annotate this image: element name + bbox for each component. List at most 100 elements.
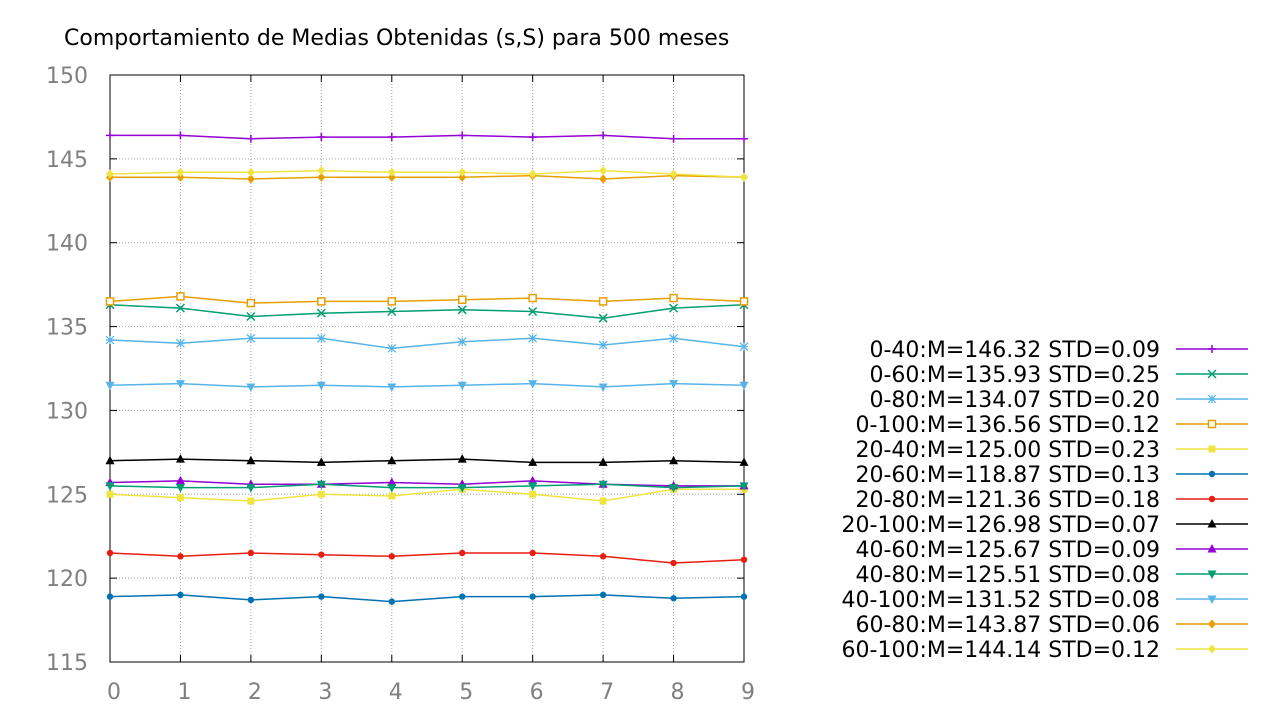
data-point <box>175 484 185 493</box>
x-tick-label: 3 <box>318 680 332 705</box>
data-point <box>457 337 467 347</box>
data-point <box>459 549 466 557</box>
data-point <box>599 166 608 176</box>
series-11 <box>106 171 748 184</box>
data-point <box>1208 445 1216 453</box>
data-point <box>388 598 395 605</box>
series-line <box>110 174 745 180</box>
data-point <box>740 134 748 143</box>
data-point <box>387 383 397 392</box>
data-point <box>598 383 608 392</box>
data-point <box>598 480 608 490</box>
data-point <box>246 484 256 493</box>
data-point <box>528 475 538 485</box>
data-point <box>669 134 678 143</box>
data-point <box>177 591 184 599</box>
data-point <box>316 457 326 466</box>
series-line <box>109 169 745 179</box>
x-tick-label: 2 <box>248 680 262 705</box>
data-point <box>246 383 256 392</box>
data-point <box>1207 394 1217 404</box>
legend-label: 20-100:M=126.98 STD=0.07 <box>842 513 1160 538</box>
data-point <box>458 172 467 182</box>
data-point <box>598 340 608 350</box>
series-0 <box>106 131 748 143</box>
series-7 <box>105 454 749 466</box>
data-point <box>176 131 185 140</box>
series-line <box>109 594 745 603</box>
data-point <box>740 556 748 563</box>
data-point <box>669 293 678 303</box>
data-point <box>246 311 256 322</box>
data-point <box>316 308 326 318</box>
x-axis-ticks: 0 1 2 3 4 5 6 7 8 9 <box>107 680 755 705</box>
data-point <box>740 172 748 182</box>
series-12 <box>106 166 748 182</box>
data-point <box>176 338 185 348</box>
x-tick-label: 7 <box>600 680 614 705</box>
axes <box>109 74 745 663</box>
data-point <box>1208 619 1216 629</box>
series-2 <box>105 333 749 353</box>
data-point <box>317 297 326 306</box>
data-point <box>670 595 677 602</box>
legend-item: 60-80:M=143.87 STD=0.06 <box>856 613 1248 638</box>
data-point <box>106 169 114 179</box>
data-point <box>1208 644 1216 654</box>
data-point <box>176 292 185 301</box>
data-point <box>458 131 467 140</box>
series-1 <box>105 300 749 323</box>
data-point <box>247 549 255 557</box>
legend-label: 20-80:M=121.36 STD=0.18 <box>856 488 1161 513</box>
data-point <box>528 457 538 466</box>
data-point <box>316 480 326 490</box>
data-point <box>318 593 325 600</box>
y-tick-label: 115 <box>46 651 88 676</box>
legend-label: 60-80:M=143.87 STD=0.06 <box>856 613 1161 638</box>
legend-label: 0-80:M=134.07 STD=0.20 <box>870 388 1161 413</box>
data-point <box>176 494 184 502</box>
series-4 <box>106 485 748 505</box>
data-point <box>246 134 255 143</box>
data-point <box>739 342 749 352</box>
data-point <box>528 482 538 491</box>
y-tick-label: 145 <box>46 148 88 173</box>
data-point <box>528 306 538 317</box>
data-point <box>1207 369 1217 379</box>
data-point <box>669 303 679 313</box>
series-line <box>109 483 745 489</box>
data-point <box>459 593 466 600</box>
data-point <box>387 343 397 353</box>
data-point <box>387 477 397 487</box>
legend-item: 20-80:M=121.36 STD=0.18 <box>856 488 1248 513</box>
legend-item: 20-100:M=126.98 STD=0.07 <box>842 513 1248 538</box>
legend-item: 0-40:M=146.32 STD=0.09 <box>870 338 1248 363</box>
series-5 <box>106 591 748 605</box>
series-group <box>105 131 749 605</box>
data-point <box>1207 595 1217 604</box>
data-point <box>105 335 115 345</box>
data-point <box>1208 470 1216 478</box>
legend-item: 20-40:M=125.00 STD=0.23 <box>856 438 1248 463</box>
legend-label: 20-40:M=125.00 STD=0.23 <box>856 438 1161 463</box>
legend-item: 20-60:M=118.87 STD=0.13 <box>856 463 1248 488</box>
y-tick-label: 120 <box>46 567 88 592</box>
series-9 <box>105 480 749 493</box>
data-point <box>1207 419 1217 429</box>
x-tick-label: 8 <box>671 680 685 705</box>
data-point <box>106 549 114 557</box>
data-point <box>175 303 185 313</box>
x-tick-label: 1 <box>177 680 191 705</box>
data-point <box>739 482 749 491</box>
data-point <box>106 131 114 140</box>
data-point <box>458 167 467 177</box>
x-tick-label: 9 <box>741 680 755 705</box>
data-point <box>598 297 608 306</box>
data-point <box>1208 495 1216 503</box>
data-point <box>106 593 114 600</box>
legend-label: 0-100:M=136.56 STD=0.12 <box>856 413 1161 438</box>
series-line <box>109 382 745 388</box>
data-point <box>105 482 115 491</box>
data-point <box>670 559 677 567</box>
